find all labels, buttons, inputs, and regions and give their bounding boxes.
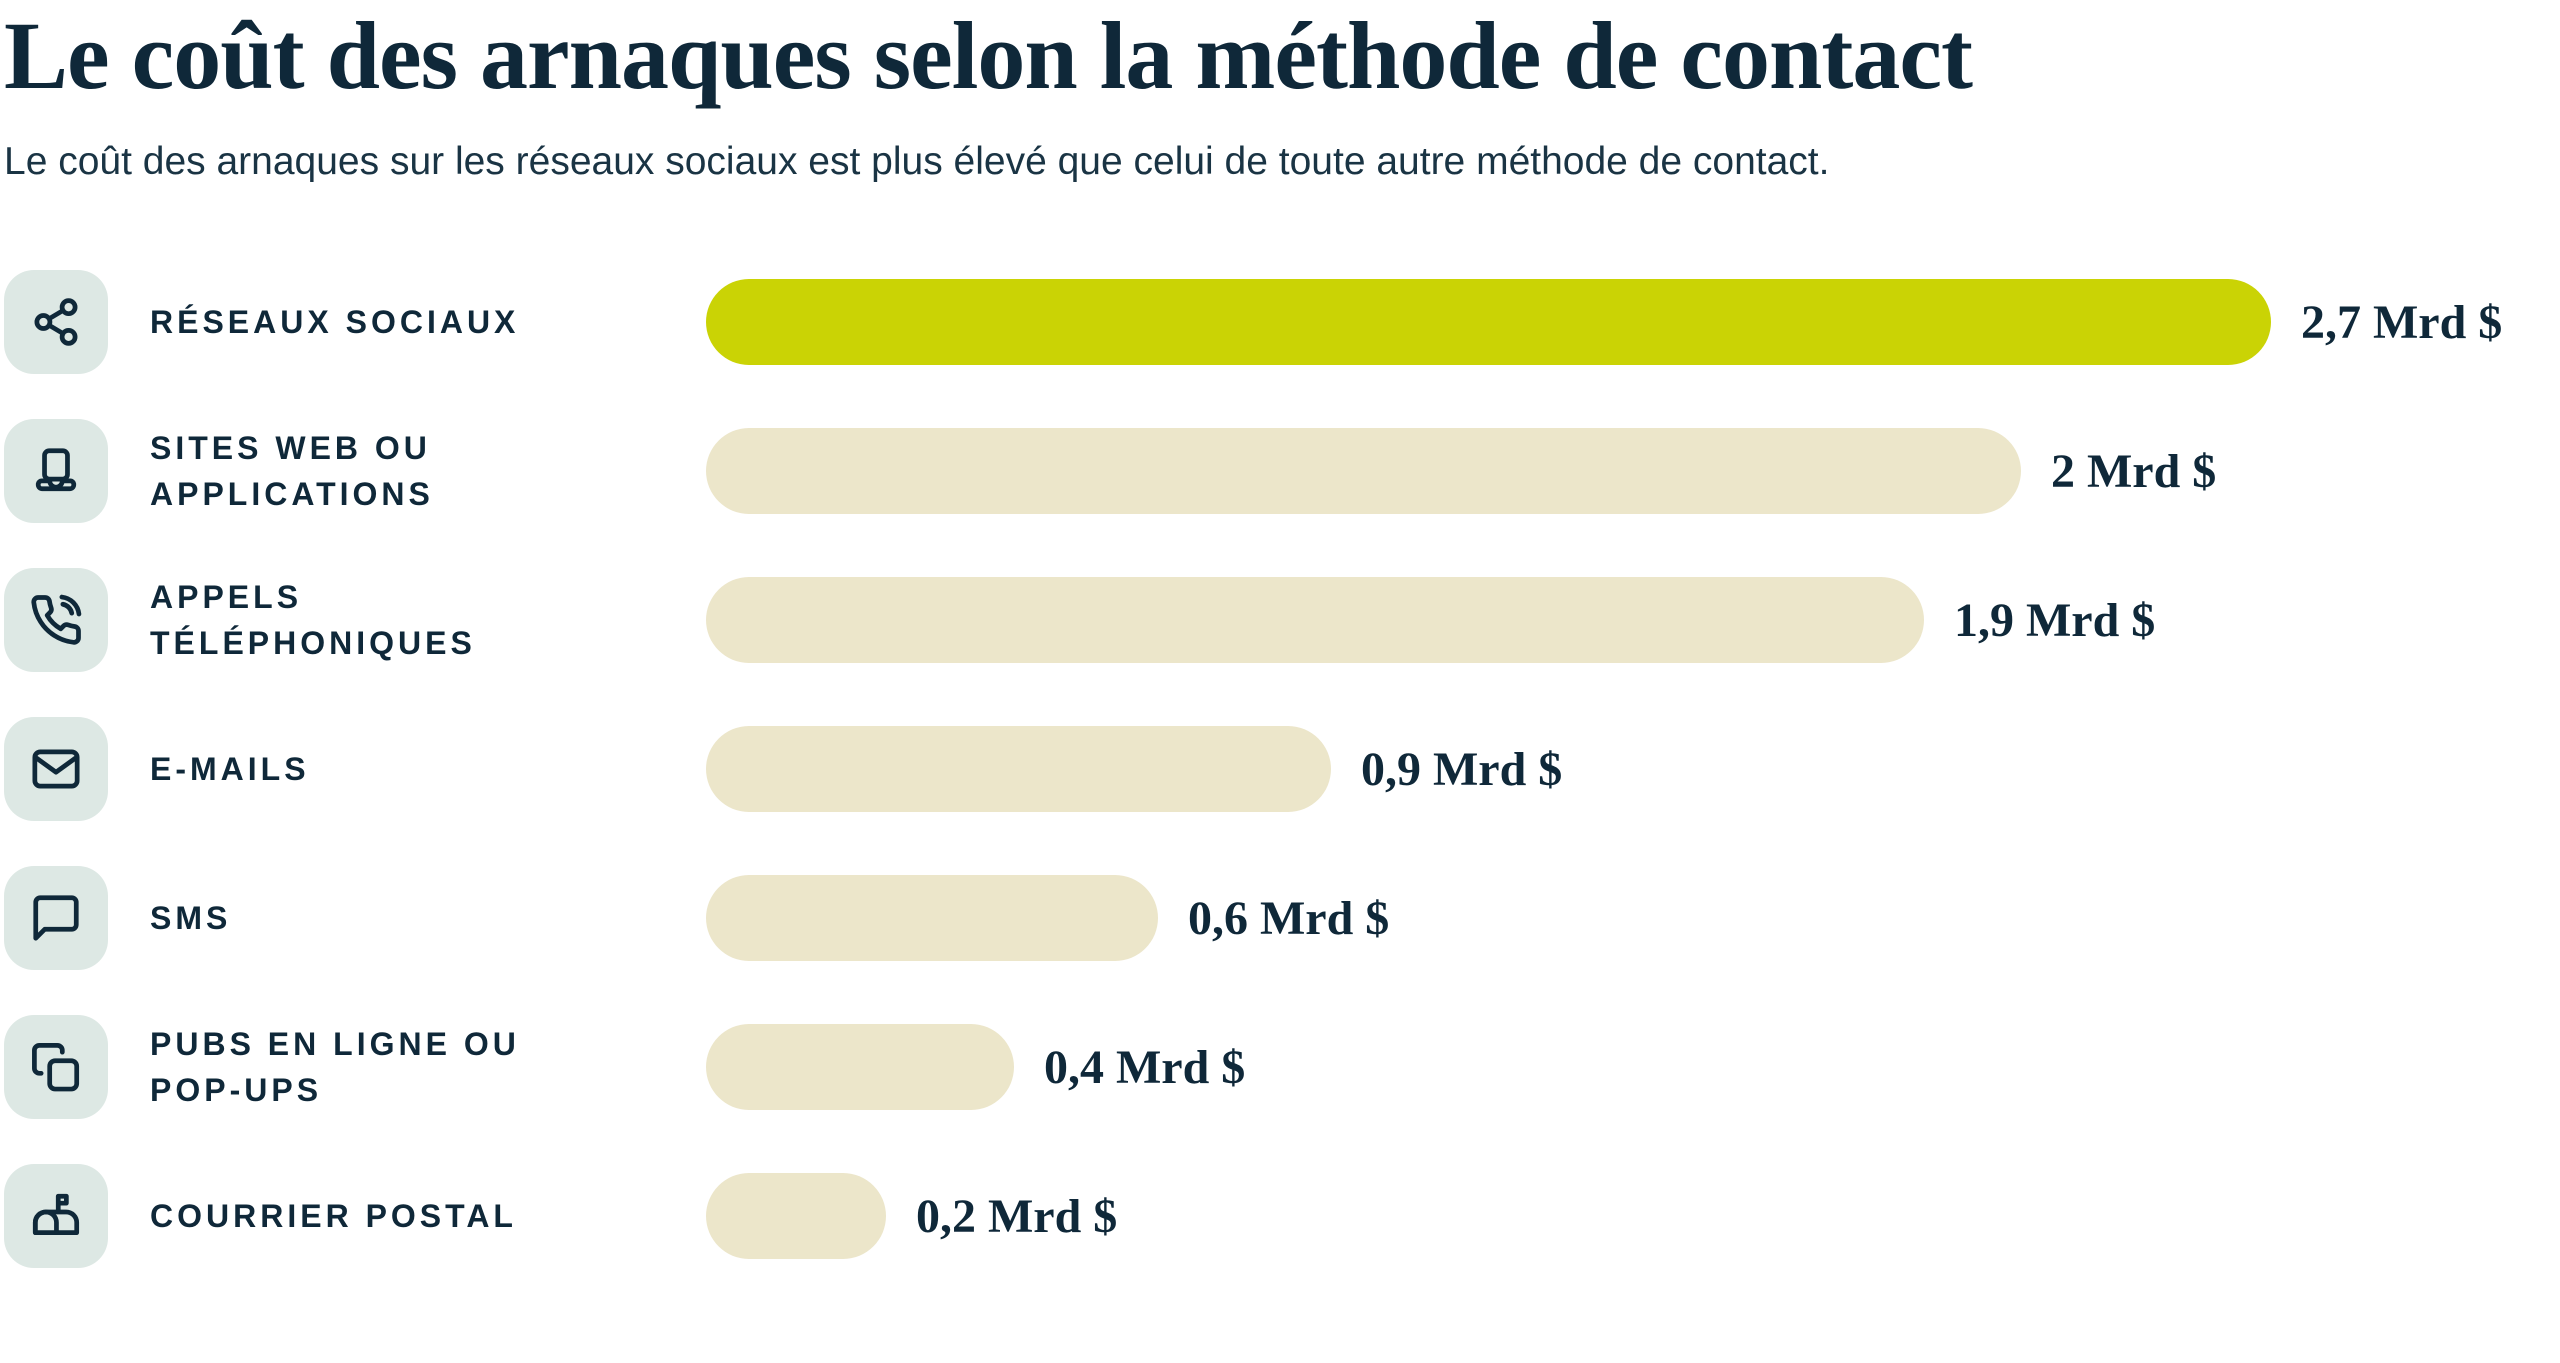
bar-chart: RÉSEAUX SOCIAUX 2,7 Mrd $ SITES WEB OU AP… <box>4 248 2556 1291</box>
category-label: SMS <box>150 899 232 936</box>
bar-area: 0,4 Mrd $ <box>706 1024 2556 1111</box>
chart-row: E-MAILS 0,9 Mrd $ <box>4 695 2556 844</box>
bar <box>706 428 2021 515</box>
icon-tile <box>4 717 108 822</box>
chart-row: SITES WEB OU APPLICATIONS 2 Mrd $ <box>4 397 2556 546</box>
icon-tile <box>4 568 108 673</box>
mail-icon <box>32 749 80 789</box>
bar-area: 2,7 Mrd $ <box>706 279 2556 366</box>
bar <box>706 1024 1014 1111</box>
chart-subtitle: Le coût des arnaques sur les réseaux soc… <box>4 139 1830 183</box>
category-label: E-MAILS <box>150 750 310 787</box>
chart-row: SMS 0,6 Mrd $ <box>4 844 2556 993</box>
category-label: RÉSEAUX SOCIAUX <box>150 303 520 340</box>
bar-value: 1,9 Mrd $ <box>1954 593 2156 647</box>
bar <box>706 875 1158 962</box>
chart-row: COURRIER POSTAL 0,2 Mrd $ <box>4 1142 2556 1291</box>
bar-value: 2,7 Mrd $ <box>2301 295 2503 349</box>
bar-value: 0,9 Mrd $ <box>1361 742 1563 796</box>
bar-area: 1,9 Mrd $ <box>706 577 2556 664</box>
bar-value: 0,4 Mrd $ <box>1044 1040 1246 1094</box>
icon-tile <box>4 270 108 375</box>
category-label: APPELS TÉLÉPHONIQUES <box>150 578 476 662</box>
bar-area: 2 Mrd $ <box>706 428 2556 515</box>
laptop-icon <box>35 448 77 492</box>
bar <box>706 577 1924 664</box>
bar <box>706 1173 886 1260</box>
mailbox-icon <box>32 1193 80 1236</box>
bar-area: 0,6 Mrd $ <box>706 875 2556 962</box>
copy-icon <box>32 1043 80 1092</box>
icon-tile <box>4 1164 108 1269</box>
icon-tile <box>4 419 108 524</box>
bar-value: 0,6 Mrd $ <box>1188 891 1390 945</box>
icon-tile <box>4 866 108 971</box>
bar-value: 0,2 Mrd $ <box>916 1189 1118 1243</box>
bar-area: 0,2 Mrd $ <box>706 1173 2556 1260</box>
category-label: SITES WEB OU APPLICATIONS <box>150 429 434 513</box>
chart-title: Le coût des arnaques selon la méthode de… <box>4 2 1973 109</box>
category-label: COURRIER POSTAL <box>150 1197 517 1234</box>
chart-row: RÉSEAUX SOCIAUX 2,7 Mrd $ <box>4 248 2556 397</box>
bar-value: 2 Mrd $ <box>2051 444 2217 498</box>
message-bubble-icon <box>33 895 79 941</box>
icon-tile <box>4 1015 108 1120</box>
bar-area: 0,9 Mrd $ <box>706 726 2556 813</box>
category-label: PUBS EN LIGNE OU POP-UPS <box>150 1025 520 1109</box>
phone-call-icon <box>31 594 82 645</box>
share-icon <box>34 298 78 346</box>
bar-highlighted <box>706 279 2271 366</box>
infographic: Le coût des arnaques selon la méthode de… <box>4 2 2556 1291</box>
chart-row: APPELS TÉLÉPHONIQUES 1,9 Mrd $ <box>4 546 2556 695</box>
bar <box>706 726 1331 813</box>
chart-row: PUBS EN LIGNE OU POP-UPS 0,4 Mrd $ <box>4 993 2556 1142</box>
